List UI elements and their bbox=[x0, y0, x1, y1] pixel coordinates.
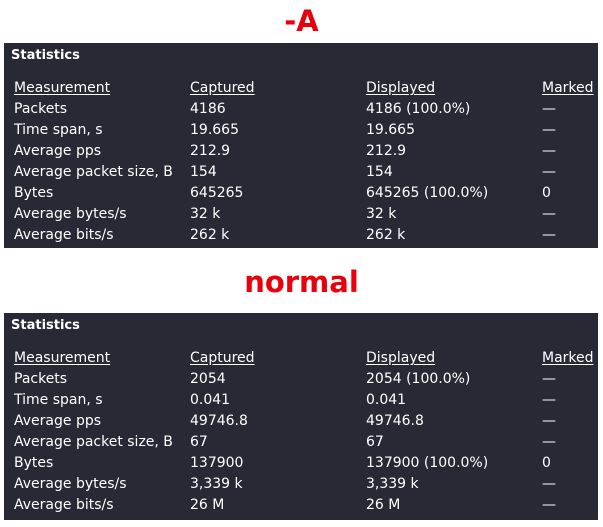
column-header-displayed[interactable]: Displayed bbox=[366, 80, 436, 96]
cell-marked: — bbox=[542, 227, 556, 243]
table-row: Average bits/s 26 M 26 M — bbox=[4, 495, 598, 516]
column-header-measurement[interactable]: Measurement bbox=[14, 350, 111, 366]
table-row: Average pps 49746.8 49746.8 — bbox=[4, 411, 598, 432]
cell-captured: 0.041 bbox=[190, 392, 231, 408]
cell-displayed: 49746.8 bbox=[366, 413, 424, 429]
cell-measurement: Time span, s bbox=[14, 122, 103, 138]
cell-displayed: 0.041 bbox=[366, 392, 407, 408]
cell-marked: — bbox=[542, 434, 556, 450]
cell-captured: 26 M bbox=[190, 497, 225, 513]
table-row: Time span, s 0.041 0.041 — bbox=[4, 390, 598, 411]
cell-marked: 0 bbox=[542, 185, 551, 201]
column-header-captured[interactable]: Captured bbox=[190, 350, 255, 366]
cell-displayed: 26 M bbox=[366, 497, 401, 513]
cell-measurement: Bytes bbox=[14, 185, 54, 201]
statistics-panel-a: Statistics Measurement Captured Displaye… bbox=[4, 43, 598, 248]
cell-captured: 137900 bbox=[190, 455, 244, 471]
cell-captured: 49746.8 bbox=[190, 413, 248, 429]
cell-measurement: Average bytes/s bbox=[14, 206, 127, 222]
column-header-displayed[interactable]: Displayed bbox=[366, 350, 436, 366]
cell-displayed: 154 bbox=[366, 164, 393, 180]
cell-measurement: Average bits/s bbox=[14, 227, 114, 243]
panel-title: Statistics bbox=[11, 48, 80, 63]
cell-measurement: Average packet size, B bbox=[14, 434, 173, 450]
cell-marked: — bbox=[542, 101, 556, 117]
cell-measurement: Average bits/s bbox=[14, 497, 114, 513]
cell-marked: — bbox=[542, 371, 556, 387]
table-row: Average packet size, B 154 154 — bbox=[4, 162, 598, 183]
table-row: Average bytes/s 3,339 k 3,339 k — bbox=[4, 474, 598, 495]
cell-displayed: 4186 (100.0%) bbox=[366, 101, 471, 117]
cell-displayed: 262 k bbox=[366, 227, 406, 243]
cell-captured: 154 bbox=[190, 164, 217, 180]
table-row: Bytes 137900 137900 (100.0%) 0 bbox=[4, 453, 598, 474]
cell-measurement: Time span, s bbox=[14, 392, 103, 408]
section-heading-a: -A bbox=[284, 4, 319, 38]
table-row: Average bits/s 262 k 262 k — bbox=[4, 225, 598, 246]
column-header-captured[interactable]: Captured bbox=[190, 80, 255, 96]
cell-marked: — bbox=[542, 143, 556, 159]
cell-marked: — bbox=[542, 497, 556, 513]
cell-displayed: 645265 (100.0%) bbox=[366, 185, 489, 201]
cell-measurement: Bytes bbox=[14, 455, 54, 471]
table-row: Average packet size, B 67 67 — bbox=[4, 432, 598, 453]
statistics-panel-normal: Statistics Measurement Captured Displaye… bbox=[4, 313, 598, 520]
cell-marked: — bbox=[542, 413, 556, 429]
table-row: Time span, s 19.665 19.665 — bbox=[4, 120, 598, 141]
cell-captured: 32 k bbox=[190, 206, 221, 222]
cell-displayed: 2054 (100.0%) bbox=[366, 371, 471, 387]
table-row: Bytes 645265 645265 (100.0%) 0 bbox=[4, 183, 598, 204]
cell-captured: 2054 bbox=[190, 371, 226, 387]
cell-captured: 645265 bbox=[190, 185, 244, 201]
table-header-row: Measurement Captured Displayed Marked bbox=[4, 348, 598, 369]
section-heading-normal: normal bbox=[244, 265, 359, 299]
cell-captured: 262 k bbox=[190, 227, 230, 243]
cell-displayed: 32 k bbox=[366, 206, 397, 222]
cell-marked: 0 bbox=[542, 455, 551, 471]
cell-measurement: Packets bbox=[14, 371, 68, 387]
cell-marked: — bbox=[542, 476, 556, 492]
column-header-marked[interactable]: Marked bbox=[542, 80, 594, 96]
table-row: Average pps 212.9 212.9 — bbox=[4, 141, 598, 162]
cell-captured: 19.665 bbox=[190, 122, 239, 138]
cell-measurement: Average bytes/s bbox=[14, 476, 127, 492]
column-header-measurement[interactable]: Measurement bbox=[14, 80, 111, 96]
cell-measurement: Average pps bbox=[14, 413, 102, 429]
cell-marked: — bbox=[542, 392, 556, 408]
cell-displayed: 137900 (100.0%) bbox=[366, 455, 489, 471]
table-header-row: Measurement Captured Displayed Marked bbox=[4, 78, 598, 99]
table-row: Packets 4186 4186 (100.0%) — bbox=[4, 99, 598, 120]
cell-displayed: 19.665 bbox=[366, 122, 415, 138]
cell-displayed: 67 bbox=[366, 434, 384, 450]
cell-marked: — bbox=[542, 206, 556, 222]
cell-captured: 3,339 k bbox=[190, 476, 243, 492]
column-header-marked[interactable]: Marked bbox=[542, 350, 594, 366]
cell-captured: 67 bbox=[190, 434, 208, 450]
cell-measurement: Packets bbox=[14, 101, 68, 117]
cell-captured: 212.9 bbox=[190, 143, 231, 159]
cell-displayed: 212.9 bbox=[366, 143, 407, 159]
cell-marked: — bbox=[542, 122, 556, 138]
table-row: Packets 2054 2054 (100.0%) — bbox=[4, 369, 598, 390]
cell-marked: — bbox=[542, 164, 556, 180]
cell-measurement: Average packet size, B bbox=[14, 164, 173, 180]
cell-measurement: Average pps bbox=[14, 143, 102, 159]
panel-title: Statistics bbox=[11, 318, 80, 333]
cell-captured: 4186 bbox=[190, 101, 226, 117]
table-row: Average bytes/s 32 k 32 k — bbox=[4, 204, 598, 225]
cell-displayed: 3,339 k bbox=[366, 476, 419, 492]
